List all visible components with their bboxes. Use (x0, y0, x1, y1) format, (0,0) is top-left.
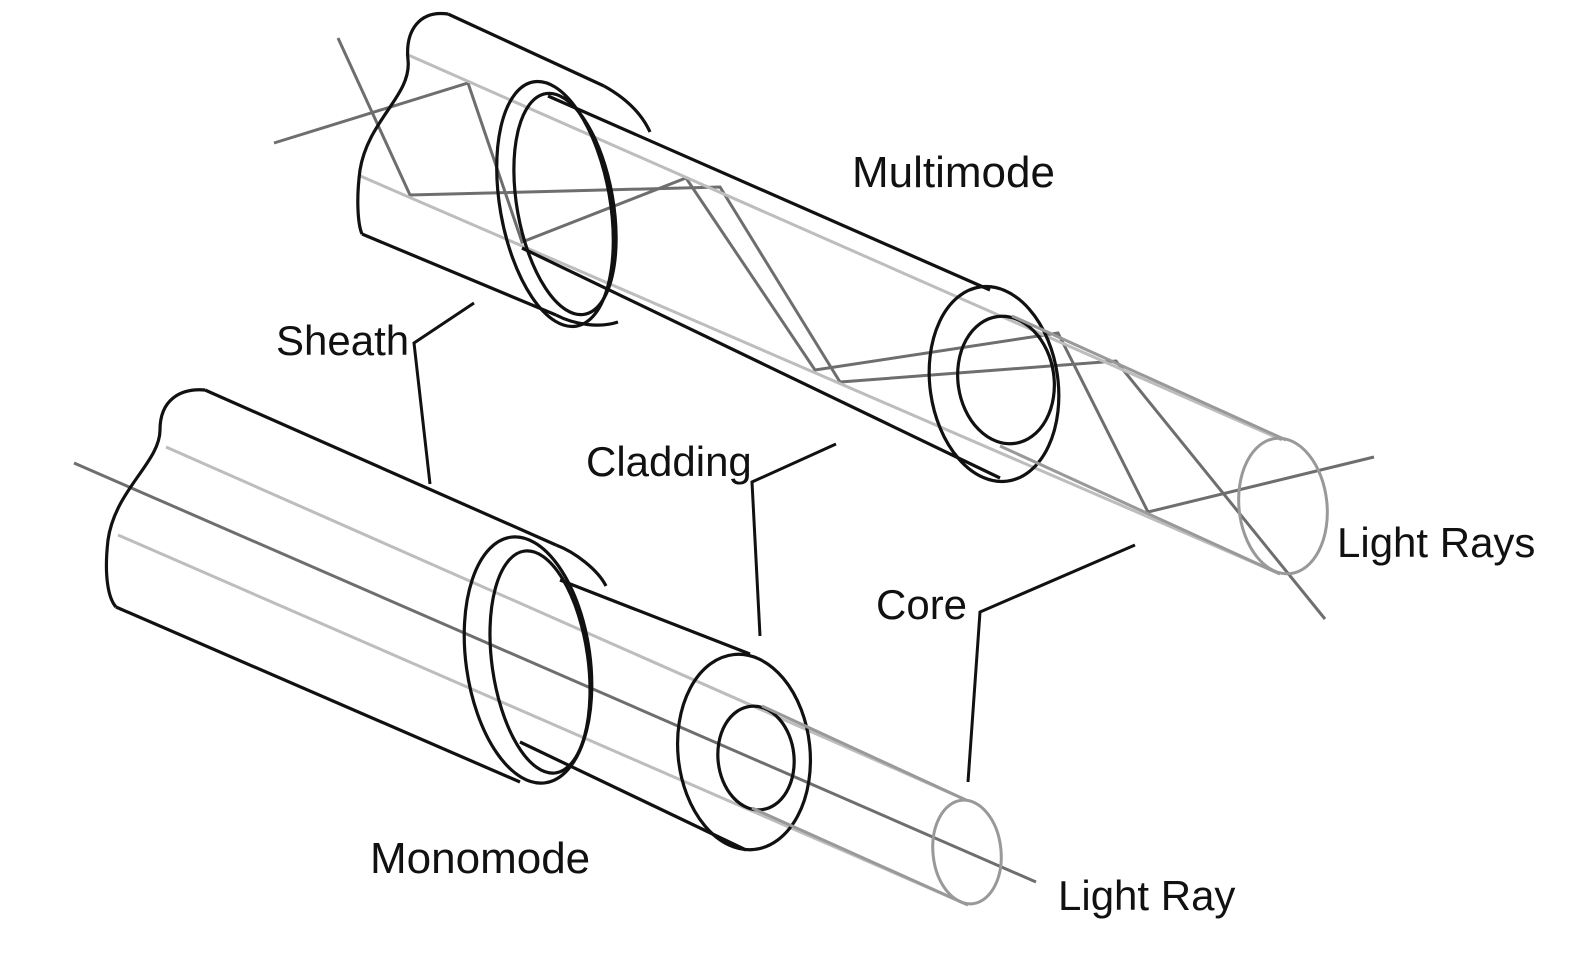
monomode-light-ray (73, 461, 1037, 884)
leader-lines (412, 301, 1136, 783)
monomode-highlights (117, 445, 969, 907)
cladding-leader (750, 442, 837, 637)
monomode-label: Monomode (370, 834, 590, 883)
monomode-core (751, 704, 1003, 907)
multimode-ray-2 (336, 37, 1327, 620)
monomode-sheath (104, 388, 608, 785)
monomode-cladding-end (675, 652, 813, 852)
multimode-ray-1 (273, 81, 1375, 514)
multimode-core (999, 314, 1329, 576)
multimode-label: Multimode (852, 148, 1055, 197)
monomode-core-tip (931, 798, 1003, 906)
cladding-label: Cladding (586, 438, 752, 485)
multimode-highlights (357, 52, 1283, 576)
multimode-fiber (273, 11, 1375, 620)
monomode-cladding (519, 578, 813, 852)
sheath-label: Sheath (276, 317, 409, 364)
multimode-core-tip (1237, 436, 1329, 576)
multimode-cladding-end (927, 284, 1061, 484)
multimode-light-rays (273, 37, 1375, 620)
light-ray-label: Light Ray (1058, 872, 1235, 919)
core-leader (966, 543, 1136, 783)
core-label: Core (876, 581, 967, 628)
monomode-fiber (73, 388, 1037, 907)
light-rays-label: Light Rays (1337, 519, 1535, 566)
multimode-sheath (356, 11, 652, 329)
monomode-core-end (716, 704, 796, 812)
multimode-core-end (956, 314, 1056, 446)
sheath-leader (412, 301, 475, 485)
multimode-cladding (521, 94, 1061, 484)
